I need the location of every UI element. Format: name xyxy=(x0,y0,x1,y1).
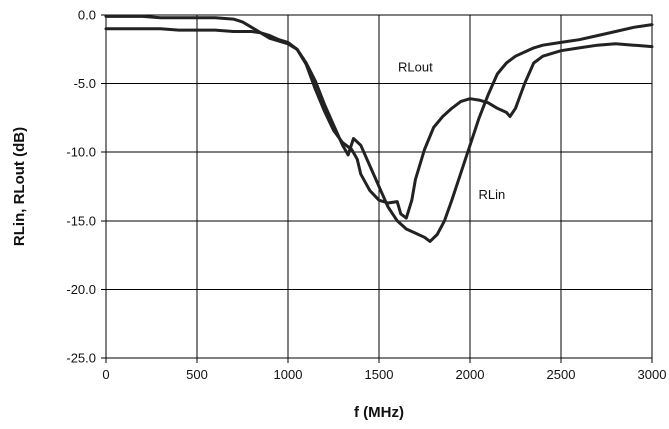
y-tick-label: -10.0 xyxy=(66,145,96,160)
y-tick-label: 0.0 xyxy=(78,8,96,23)
x-tick-label: 2500 xyxy=(547,367,576,382)
y-tick-label: -25.0 xyxy=(66,351,96,366)
series-line-rlin xyxy=(104,23,654,243)
annotation-rlout: RLout xyxy=(398,59,433,74)
y-tick-label: -5.0 xyxy=(74,76,96,91)
x-tick-label: 0 xyxy=(102,367,109,382)
x-tick-label: 1000 xyxy=(274,367,303,382)
y-tick-label: -20.0 xyxy=(66,282,96,297)
series-layer xyxy=(104,14,654,243)
y-axis-ticks: 0.0 -5.0 -10.0 -15.0 -20.0 -25.0 xyxy=(66,8,106,366)
y-axis-label: RLin, RLout (dB) xyxy=(11,127,28,246)
x-tick-label: 1500 xyxy=(365,367,394,382)
y-tick-label: -15.0 xyxy=(66,213,96,228)
series-line-rlout xyxy=(104,14,654,220)
annotations: RLout RLin xyxy=(398,59,505,202)
x-tick-label: 3000 xyxy=(638,367,667,382)
x-axis-ticks: 0 500 1000 1500 2000 2500 3000 xyxy=(102,358,666,382)
annotation-rlin: RLin xyxy=(478,187,505,202)
x-tick-label: 500 xyxy=(186,367,208,382)
x-axis-label: f (MHz) xyxy=(354,404,404,421)
x-tick-label: 2000 xyxy=(456,367,485,382)
